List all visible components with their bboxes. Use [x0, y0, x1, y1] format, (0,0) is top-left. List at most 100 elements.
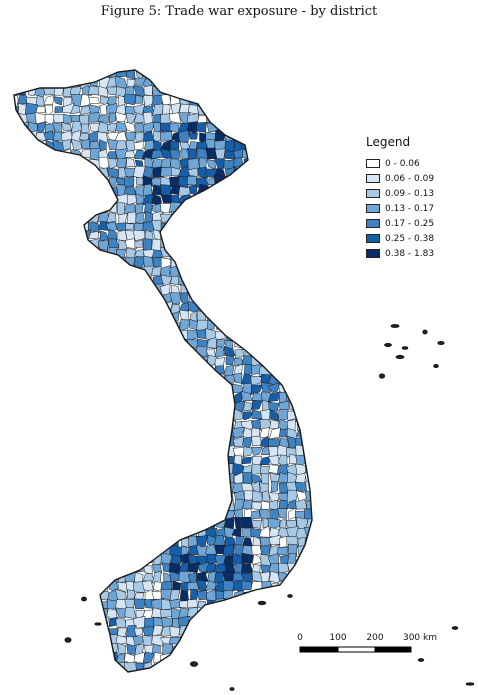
district-polygon: [53, 472, 63, 485]
district-polygon: [315, 393, 326, 402]
district-polygon: [26, 294, 39, 304]
district-polygon: [322, 277, 333, 287]
district-polygon: [170, 670, 180, 672]
district-polygon: [124, 311, 135, 321]
district-polygon: [258, 148, 272, 162]
district-polygon: [16, 579, 29, 594]
district-polygon: [51, 436, 64, 449]
district-polygon: [197, 75, 208, 89]
district-polygon: [304, 418, 312, 432]
island-shape: [64, 637, 72, 643]
district-polygon: [214, 507, 227, 520]
district-polygon: [251, 591, 263, 601]
district-polygon: [315, 158, 324, 168]
district-polygon: [142, 238, 153, 251]
district-polygon: [52, 384, 64, 395]
district-polygon: [35, 544, 46, 556]
district-polygon: [43, 580, 56, 591]
district-polygon: [242, 229, 251, 242]
district-polygon: [116, 546, 128, 555]
district-polygon: [134, 553, 146, 566]
district-polygon: [170, 507, 183, 521]
district-polygon: [90, 563, 100, 575]
district-polygon: [14, 149, 18, 161]
district-polygon: [270, 682, 281, 692]
district-polygon: [34, 391, 46, 402]
district-polygon: [0, 481, 9, 493]
district-polygon: [188, 473, 201, 485]
district-polygon: [305, 545, 312, 557]
district-polygon: [232, 211, 245, 224]
district-polygon: [72, 376, 82, 385]
district-polygon: [79, 329, 91, 342]
legend-label: 0.13 - 0.17: [385, 203, 435, 214]
district-polygon: [133, 627, 143, 637]
legend-item: 0.06 - 0.09: [366, 171, 434, 186]
district-polygon: [55, 157, 64, 169]
district-polygon: [126, 643, 137, 655]
district-polygon: [178, 680, 190, 690]
district-polygon: [63, 237, 73, 251]
district-polygon: [161, 427, 172, 438]
district-polygon: [70, 303, 84, 313]
district-polygon: [276, 156, 290, 169]
legend-swatch: [366, 159, 380, 168]
scale-segment-2: [337, 646, 376, 653]
district-polygon: [269, 132, 281, 143]
district-polygon: [14, 653, 20, 666]
district-polygon: [14, 76, 20, 89]
district-polygon: [295, 247, 308, 259]
district-polygon: [88, 348, 101, 359]
district-polygon: [96, 554, 108, 567]
district-polygon: [223, 599, 235, 611]
district-polygon: [195, 177, 210, 188]
district-polygon: [54, 643, 65, 657]
district-polygon: [71, 446, 84, 458]
district-polygon: [187, 70, 201, 81]
district-polygon: [243, 663, 254, 672]
district-polygon: [150, 437, 165, 450]
district-polygon: [15, 347, 28, 359]
district-polygon: [106, 402, 119, 413]
district-polygon: [14, 202, 18, 216]
district-polygon: [314, 501, 325, 512]
district-polygon: [243, 446, 254, 457]
district-polygon: [260, 176, 273, 187]
district-polygon: [160, 609, 174, 618]
district-polygon: [153, 339, 162, 350]
district-polygon: [14, 132, 20, 142]
district-polygon: [278, 346, 290, 357]
district-polygon: [241, 456, 252, 465]
district-polygon: [233, 70, 244, 77]
district-polygon: [233, 454, 242, 467]
district-polygon: [88, 276, 98, 286]
district-polygon: [280, 230, 289, 241]
district-polygon: [70, 347, 82, 357]
district-polygon: [305, 301, 312, 314]
district-polygon: [87, 382, 99, 395]
district-polygon: [16, 556, 28, 566]
district-polygon: [160, 456, 173, 467]
district-polygon: [26, 75, 36, 88]
district-polygon: [268, 165, 281, 180]
district-polygon: [87, 186, 102, 195]
district-polygon: [115, 285, 128, 295]
district-polygon: [306, 120, 312, 132]
district-polygon: [326, 366, 334, 376]
district-polygon: [35, 680, 46, 690]
district-polygon: [314, 627, 326, 637]
district-polygon: [269, 427, 281, 440]
district-polygon: [0, 358, 10, 367]
district-polygon: [25, 617, 38, 629]
district-polygon: [306, 679, 315, 690]
district-polygon: [159, 418, 171, 432]
district-polygon: [116, 680, 128, 692]
district-polygon: [142, 355, 154, 366]
district-polygon: [303, 438, 312, 447]
district-polygon: [189, 428, 200, 440]
district-polygon: [61, 517, 73, 531]
district-polygon: [205, 508, 218, 520]
district-polygon: [323, 328, 332, 338]
district-polygon: [161, 348, 172, 359]
district-polygon: [105, 481, 117, 493]
